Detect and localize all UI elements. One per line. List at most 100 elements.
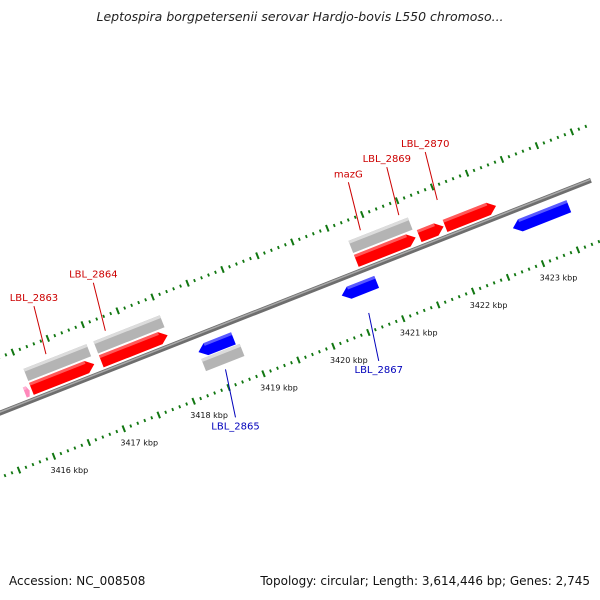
- outer-tick: [556, 135, 560, 140]
- reverse-gene-arrow: [341, 275, 380, 299]
- inner-tick: [101, 435, 105, 439]
- genome-summary-text: Topology: circular; Length: 3,614,446 bp…: [260, 574, 590, 588]
- outer-tick: [88, 320, 92, 324]
- backbone-highlight: [0, 178, 592, 413]
- inner-tick: [234, 383, 237, 387]
- inner-tick: [283, 363, 286, 368]
- outer-tick: [569, 128, 575, 136]
- inner-tick: [443, 300, 447, 304]
- inner-tick: [555, 256, 559, 260]
- inner-tick: [387, 322, 391, 326]
- outer-tick: [297, 237, 301, 241]
- inner-tick: [590, 242, 594, 247]
- forward-gene-arrow: [416, 223, 444, 243]
- inner-tick: [220, 388, 223, 392]
- outer-tick: [353, 215, 357, 219]
- inner-tick: [296, 356, 301, 364]
- outer-tick: [493, 160, 497, 164]
- ruler-label: 3421 kbp: [400, 328, 438, 337]
- outer-tick: [67, 328, 71, 332]
- inner-tick: [10, 471, 14, 475]
- gene-bevel: [353, 234, 407, 258]
- inner-tick: [66, 449, 70, 453]
- inner-tick: [171, 407, 175, 412]
- forward-gene-arrow: [442, 202, 497, 232]
- outer-tick: [290, 238, 295, 246]
- outer-tick: [332, 223, 336, 228]
- inner-tick: [24, 465, 28, 470]
- outer-tick: [458, 174, 462, 178]
- outer-tick: [255, 252, 260, 260]
- forward-gene-arrow: [353, 234, 416, 267]
- gene-label-leader: [33, 305, 47, 355]
- inner-tick: [505, 273, 511, 282]
- gene-bevel: [22, 386, 27, 391]
- cds-feature-bar: [23, 344, 92, 381]
- cds-bevel: [201, 343, 241, 362]
- inner-tick: [73, 446, 77, 450]
- inner-tick: [185, 402, 189, 406]
- outer-tick: [207, 273, 210, 277]
- inner-tick: [394, 319, 398, 324]
- inner-tick: [59, 451, 63, 456]
- gene-bevel: [98, 332, 159, 359]
- inner-tick: [366, 328, 371, 337]
- gene-label-leader: [424, 151, 438, 201]
- outer-tick: [514, 152, 518, 156]
- outer-tick: [563, 132, 567, 137]
- forward-gene-arrow: [29, 360, 95, 395]
- cds-body: [201, 343, 245, 372]
- inner-tick: [569, 250, 573, 255]
- outer-tick: [360, 210, 365, 219]
- inner-tick: [80, 443, 84, 448]
- inner-tick: [276, 366, 279, 370]
- inner-tick: [359, 333, 363, 337]
- inner-tick: [290, 361, 293, 365]
- inner-tick: [199, 396, 203, 401]
- gene-body: [198, 332, 236, 356]
- inner-tick: [352, 336, 356, 340]
- ruler-label: 3419 kbp: [260, 383, 298, 392]
- cds-feature-bar: [201, 343, 245, 372]
- accession-text: Accession: NC_008508: [9, 574, 146, 588]
- inner-tick: [136, 421, 140, 426]
- inner-tick: [450, 297, 454, 302]
- inner-tick: [143, 418, 147, 423]
- outer-tick: [109, 311, 113, 316]
- gene-label-leader: [225, 369, 236, 418]
- outer-tick: [193, 278, 196, 283]
- gene-label-leader: [368, 312, 380, 362]
- outer-tick: [521, 149, 525, 153]
- inner-tick: [318, 349, 321, 354]
- outer-tick: [179, 284, 182, 288]
- gene-label-LBL_2870: LBL_2870: [401, 139, 449, 150]
- gene-label-leader: [347, 182, 361, 231]
- gene-body: [29, 360, 95, 395]
- inner-tick: [16, 466, 22, 474]
- outer-tick: [74, 325, 78, 330]
- inner-tick: [156, 411, 161, 419]
- outer-tick: [283, 243, 287, 247]
- inner-tick: [520, 270, 524, 274]
- outer-tick: [172, 287, 175, 291]
- inner-tick: [331, 342, 336, 350]
- inner-tick: [540, 260, 546, 268]
- outer-tick: [486, 163, 490, 167]
- outer-tick: [25, 344, 29, 349]
- feature-track: [22, 200, 572, 398]
- gene-bevel: [442, 202, 488, 223]
- inner-tick: [478, 286, 482, 291]
- cds-body: [348, 217, 413, 253]
- inner-tick: [499, 278, 503, 282]
- ruler-label: 3417 kbp: [120, 439, 158, 448]
- outer-tick: [10, 348, 16, 356]
- outer-tick: [444, 179, 448, 184]
- outer-tick: [388, 201, 392, 206]
- inner-tick: [492, 281, 496, 285]
- outer-tick: [528, 146, 532, 151]
- outer-tick: [32, 342, 36, 346]
- outer-tick: [374, 207, 378, 211]
- outer-tick: [150, 293, 155, 301]
- inner-tick: [304, 355, 307, 359]
- ruler-label: 3422 kbp: [470, 301, 508, 310]
